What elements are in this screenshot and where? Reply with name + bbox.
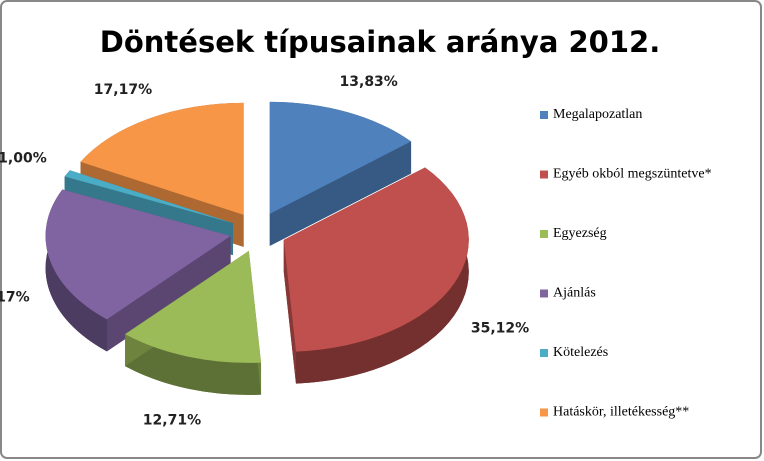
legend-swatch — [540, 170, 548, 179]
slice-edge — [283, 239, 296, 384]
pie-slice — [64, 170, 233, 224]
chart-title: Döntések típusainak aránya 2012. — [100, 25, 660, 59]
slice-wall — [295, 167, 469, 384]
pie-slice — [125, 250, 262, 363]
legend-label: Egyezség — [553, 226, 607, 241]
data-label: 13,83% — [340, 74, 398, 90]
legend-label: Kötelezés — [553, 345, 608, 360]
legend-swatch — [540, 289, 548, 298]
legend-swatch — [540, 111, 548, 119]
data-label: 1,00% — [0, 150, 47, 166]
legend-swatch — [540, 349, 548, 357]
legend-label: Megalapozatlan — [553, 107, 642, 122]
slice-edge — [269, 141, 412, 246]
slice-wall — [125, 334, 262, 395]
legend-swatch — [540, 230, 548, 238]
slice-edge — [106, 236, 231, 352]
pie-slice — [283, 167, 469, 352]
data-label: 20,17% — [0, 290, 30, 306]
data-label: 12,71% — [143, 412, 201, 428]
legend-label: Hatáskör, illetékesség** — [553, 405, 689, 420]
data-label: 17,17% — [94, 82, 152, 98]
legend-swatch — [540, 408, 548, 417]
data-label: 35,12% — [471, 321, 529, 337]
pie-slice — [45, 189, 231, 320]
pie-slice — [269, 101, 412, 214]
pie-slice — [80, 102, 244, 215]
legend-label: Egyéb okból megszüntetve* — [553, 167, 712, 182]
legend-label: Ajánlás — [553, 286, 596, 301]
slice-wall — [45, 189, 107, 352]
